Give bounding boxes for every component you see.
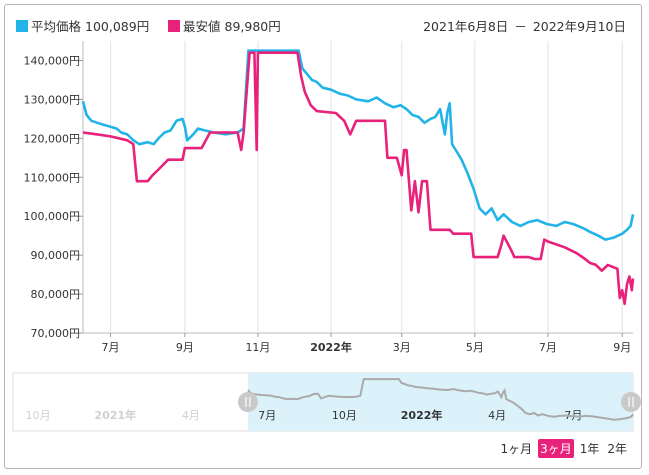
y-tick-label: 120,000円 [24,132,81,145]
date-range-separator: － [514,19,527,34]
y-tick-label: 130,000円 [24,93,81,106]
navigator-tick-label: 2022年 [401,408,443,422]
date-range-end: 2022年9月10日 [532,19,626,34]
navigator-series-line [247,378,634,421]
period-button-2y[interactable]: 2年 [607,442,627,456]
navigator-handle-knob[interactable] [237,392,258,412]
x-tick-label: 7月 [539,341,557,354]
period-button-3m[interactable]: 3ヶ月 [538,439,574,458]
legend-average-label: 平均価格 [31,19,82,34]
navigator-handle-right[interactable] [621,392,641,412]
navigator-tick-label: 4月 [182,409,200,422]
navigator-tick-label: 2021年 [95,408,137,422]
x-tick-label: 2022年 [310,340,352,354]
legend-item-average[interactable]: 平均価格 100,089円 [16,16,149,35]
navigator-handle-left[interactable] [237,392,258,412]
x-tick-label: 9月 [613,341,631,354]
date-range: 2021年6月8日 － 2022年9月10日 [420,16,629,35]
legend-lowest-label: 最安値 [183,19,221,34]
price-chart-panel: 平均価格 100,089円 最安値 89,980円 2021年6月8日 － 2022… [4,4,642,469]
x-tick-label: 11月 [245,341,270,354]
price-line-chart: 7月 9月 11月 2022年 3月 5月 7月 9月 70,000円 80,000円 90,000… [12,41,641,432]
navigator-tick-label: 4月 [488,409,506,422]
period-button-1m[interactable]: 1ヶ月 [500,442,533,456]
y-tick-label: 110,000円 [24,171,81,184]
legend-swatch-lowest [168,19,180,32]
navigator-tick-label: 10月 [332,409,357,422]
x-tick-label: 7月 [102,341,120,354]
x-tick-label: 9月 [176,341,194,354]
navigator-tick-label: 7月 [258,409,276,422]
legend-item-lowest[interactable]: 最安値 89,980円 [168,16,281,35]
legend-swatch-average [16,19,28,32]
y-tick-label: 90,000円 [31,249,81,262]
x-tick-label: 3月 [393,341,411,354]
x-tick-label: 5月 [466,341,484,354]
legend-average-value: 100,089円 [85,19,150,34]
y-tick-label: 70,000円 [31,327,81,340]
period-button-1y[interactable]: 1年 [579,442,600,456]
y-tick-label: 100,000円 [24,210,81,223]
y-tick-label: 80,000円 [31,288,81,301]
series-line-average-price [81,49,635,241]
legend-lowest-value: 89,980円 [224,19,281,34]
period-selector: 1ヶ月 3ヶ月 1年 2年 [498,439,629,458]
navigator-selection [247,373,633,431]
date-range-start: 2021年6月8日 [423,19,509,34]
y-tick-label: 140,000円 [24,54,81,67]
series-line-lowest-price [82,51,635,306]
navigator-handle-knob[interactable] [621,392,641,412]
navigator-tick-label: 10月 [26,409,51,422]
